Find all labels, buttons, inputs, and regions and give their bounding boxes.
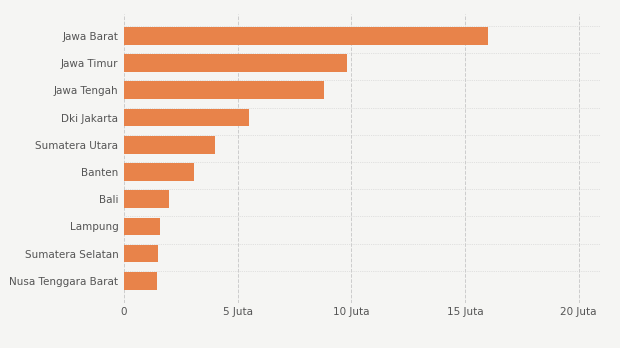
Bar [124,272,157,290]
Bar [124,190,169,208]
Bar [124,81,324,99]
Bar [124,54,347,72]
Bar [124,245,158,262]
Bar [124,27,488,45]
Bar [124,109,249,126]
Bar [124,218,161,235]
Bar [124,163,195,181]
Bar [124,136,215,153]
